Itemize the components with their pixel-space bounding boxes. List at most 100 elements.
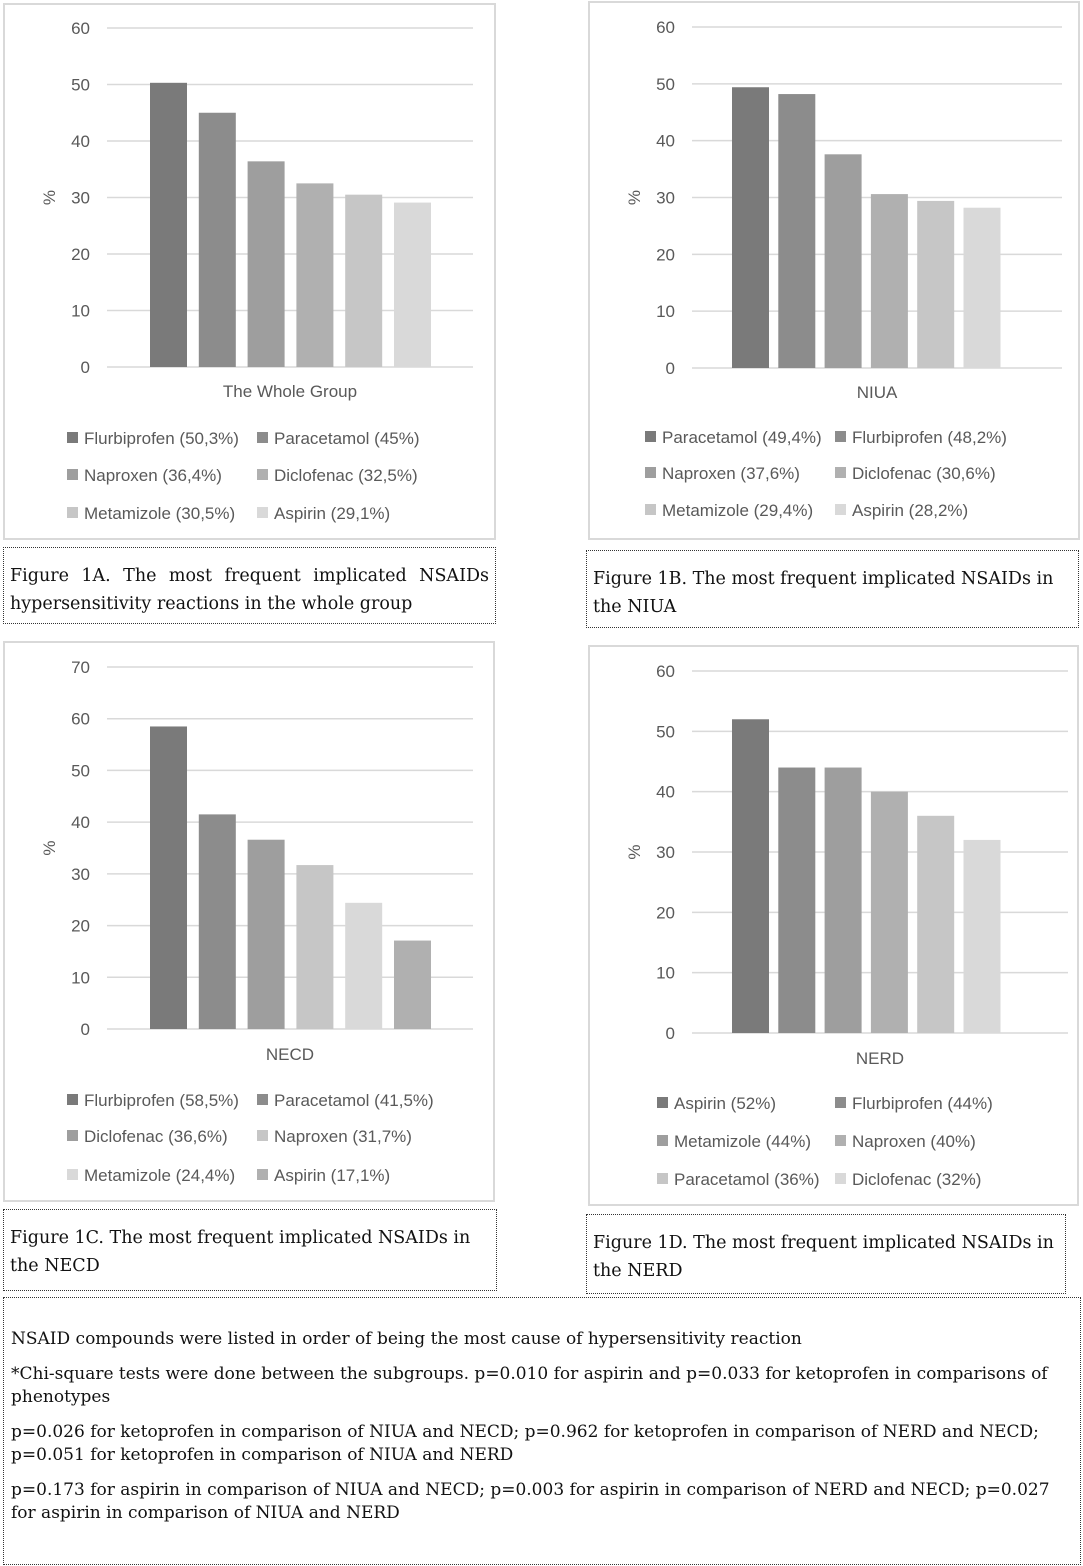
note-chi-square: *Chi-square tests were done between the … [11,1364,1048,1407]
legend-label: Diclofenac (30,6%) [852,464,996,483]
y-axis-label: % [625,844,644,859]
legend-swatch [67,469,78,480]
legend-label: Metamizole (30,5%) [84,504,235,523]
x-category-label: NERD [856,1049,904,1068]
legend-label: Metamizole (24,4%) [84,1166,235,1185]
legend-label: Aspirin (52%) [674,1094,776,1113]
bar-aspirin [394,202,431,367]
legend-label: Aspirin (17,1%) [274,1166,390,1185]
legend-label: Flurbiprofen (58,5%) [84,1091,239,1110]
legend-swatch [257,432,268,443]
bar-naproxen [296,865,334,1029]
bar-paracetamol [917,815,955,1033]
y-tick-label: 40 [71,132,90,151]
y-tick-label: 20 [71,245,90,264]
y-tick-label: 20 [656,245,675,264]
legend-swatch [645,467,656,478]
y-tick-label: 0 [666,1024,675,1043]
bar-naproxen [247,161,285,367]
y-tick-label: 30 [71,865,90,884]
legend-label: Flurbiprofen (44%) [852,1094,993,1113]
y-tick-label: 50 [656,722,675,741]
y-tick-label: 40 [71,813,90,832]
legend-swatch [257,1094,268,1105]
y-tick-label: 30 [71,189,90,208]
x-category-label: The Whole Group [223,382,357,401]
y-axis-label: % [40,190,59,205]
y-tick-label: 60 [71,710,90,729]
legend-swatch [657,1097,668,1108]
chart-1b-niua: 0 10 20 30 40 50 60% Paracetamol (49,4%) Flurbip… [588,1,1080,540]
legend-label: Flurbiprofen (50,3%) [84,429,239,448]
note-ordering: NSAID compounds were listed in order of … [11,1329,802,1349]
chart-svg: 0 10 20 30 40 50 60% Aspirin (52%) Flurbiprofen … [625,662,1068,1189]
bar-diclofenac [870,194,908,368]
legend-label: Paracetamol (45%) [274,429,420,448]
bar-metamizole [345,902,383,1029]
chart-svg: 0 10 20 30 40 50 60% Paracetamol (49,4%) Flurbip… [625,18,1062,520]
legend-swatch [67,1094,78,1105]
y-tick-label: 70 [71,658,90,677]
y-tick-label: 20 [71,917,90,936]
bar-flurbiprofen [778,94,816,369]
legend-label: Naproxen (36,4%) [84,466,222,485]
legend-swatch [657,1135,668,1146]
bar-flurbiprofen [778,767,816,1033]
bar-flurbiprofen [150,726,187,1029]
chart-1a-whole-group: 0 10 20 30 40 50 60% Flurbiprofen (50,3%) Parace… [3,3,496,540]
bar-metamizole [824,767,862,1033]
x-category-label: NIUA [857,383,898,402]
caption-figure-1d: Figure 1D. The most frequent implicated … [586,1214,1066,1294]
legend-label: Diclofenac (36,6%) [84,1127,228,1146]
legend-swatch [67,432,78,443]
x-category-label: NECD [266,1045,314,1064]
legend-label: Diclofenac (32,5%) [274,466,418,485]
bar-naproxen [824,154,862,368]
legend-swatch [657,1173,668,1184]
legend-swatch [67,1169,78,1180]
bar-aspirin [394,940,431,1029]
bar-naproxen [870,791,908,1033]
legend-label: Diclofenac (32%) [852,1170,981,1189]
note-aspirin: p=0.173 for aspirin in comparison of NIU… [11,1480,1050,1523]
note-ketoprofen: p=0.026 for ketoprofen in comparison of … [11,1422,1039,1465]
y-tick-label: 10 [71,968,90,987]
y-tick-label: 20 [656,903,675,922]
legend-label: Paracetamol (36%) [674,1170,820,1189]
bar-flurbiprofen [150,82,187,368]
chart-1d-nerd: 0 10 20 30 40 50 60% Aspirin (52%) Flurbiprofen … [588,645,1079,1206]
statistics-notes: NSAID compounds were listed in order of … [3,1297,1081,1565]
y-tick-label: 60 [656,18,675,37]
y-axis-label: % [40,840,59,855]
legend-swatch [67,1130,78,1141]
legend-label: Naproxen (37,6%) [662,464,800,483]
bar-diclofenac [247,839,285,1029]
bar-aspirin [963,207,1001,368]
legend-label: Paracetamol (41,5%) [274,1091,434,1110]
legend-label: Naproxen (31,7%) [274,1127,412,1146]
legend-swatch [835,1173,846,1184]
legend-swatch [835,1097,846,1108]
y-tick-label: 0 [81,1020,90,1039]
legend-swatch [257,507,268,518]
y-tick-label: 0 [666,359,675,378]
legend-swatch [257,1169,268,1180]
caption-figure-1a: Figure 1A. The most frequent implicated … [3,547,496,624]
bar-paracetamol [198,814,236,1029]
chart-svg: 0 10 20 30 40 50 60 70% Flurbiprofen (58,5%) Para… [40,658,473,1185]
bar-diclofenac [963,839,1001,1033]
legend-swatch [67,507,78,518]
legend-swatch [645,504,656,515]
bar-metamizole [917,200,955,368]
legend-label: Metamizole (44%) [674,1132,811,1151]
bar-paracetamol [732,87,769,368]
y-tick-label: 40 [656,132,675,151]
caption-figure-1c: Figure 1C. The most frequent implicated … [3,1209,497,1291]
chart-svg: 0 10 20 30 40 50 60% Flurbiprofen (50,3%) Parace… [40,19,473,523]
legend-swatch [645,431,656,442]
y-tick-label: 40 [656,783,675,802]
y-tick-label: 10 [656,302,675,321]
y-tick-label: 50 [71,761,90,780]
chart-1c-necd: 0 10 20 30 40 50 60 70% Flurbiprofen (58,5%) Para… [3,641,495,1202]
